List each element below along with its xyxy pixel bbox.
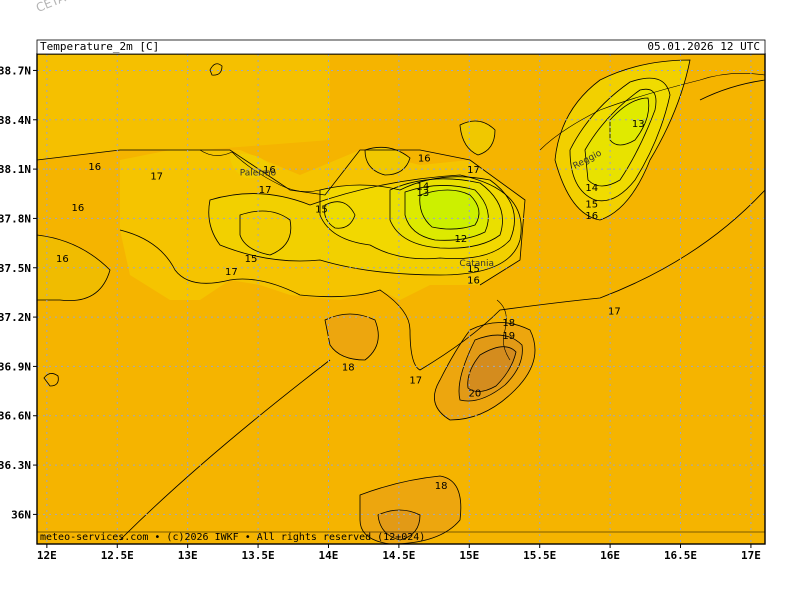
x-tick-label: 17E	[741, 549, 761, 562]
place-label: Palermo	[240, 169, 277, 179]
contour-label: 12	[454, 234, 467, 245]
contour-label: 15	[315, 205, 328, 216]
contour-label: 18	[502, 318, 515, 329]
y-tick-label: 36N	[11, 508, 31, 521]
contour-label: 15	[585, 200, 598, 211]
contour-label: 16	[71, 203, 84, 214]
contour-line	[419, 189, 480, 230]
contour-label: 16	[263, 165, 276, 176]
contour-label: 16	[467, 275, 480, 286]
contour-label: 15	[467, 264, 480, 275]
contour-label: 16	[585, 211, 598, 222]
x-tick-label: 13.5E	[242, 549, 275, 562]
contour-label: 16	[56, 254, 69, 265]
contour-line	[208, 174, 522, 276]
contour-label: 17	[150, 172, 163, 183]
x-tick-label: 15.5E	[523, 549, 556, 562]
contour-label: 16	[418, 154, 431, 165]
contour-label: 18	[342, 362, 355, 373]
warm-zone-16	[37, 54, 330, 160]
y-tick-label: 36.3N	[0, 459, 31, 472]
contour-label: 16	[88, 162, 101, 173]
zone-16-eolie	[460, 121, 495, 155]
zone-18-south	[325, 314, 379, 360]
contour-labels: 1617161616171515171614131712151613141516…	[56, 119, 645, 492]
contour-label: 17	[259, 185, 272, 196]
valid-time: 05.01.2026 12 UTC	[647, 40, 760, 53]
zone-15-islet	[324, 201, 355, 229]
contour-label: 13	[632, 119, 645, 130]
contour-label: 20	[469, 389, 482, 400]
coastline	[539, 73, 765, 151]
x-tick-label: 16.5E	[664, 549, 697, 562]
contour-label: 15	[245, 254, 258, 265]
contour-line	[43, 373, 59, 387]
zone-12-etna	[419, 190, 479, 230]
lat-lon-grid	[37, 54, 765, 544]
contour-line	[319, 176, 515, 260]
contour-line	[119, 359, 331, 541]
map-title: Temperature_2m [C]	[40, 40, 160, 53]
contour-label: 17	[467, 165, 480, 176]
contour-line	[433, 322, 536, 421]
x-tick-label: 15E	[459, 549, 479, 562]
contour-label: 17	[225, 267, 238, 278]
coastline	[496, 299, 511, 361]
zone-20	[467, 346, 516, 392]
zone-15-nw	[230, 153, 270, 179]
contour-line	[364, 146, 411, 176]
y-tick-label: 37.8N	[0, 212, 31, 225]
contour-line	[569, 77, 671, 202]
header-bar	[36, 39, 766, 55]
contour-line	[459, 120, 496, 156]
y-tick-label: 36.9N	[0, 360, 31, 373]
place-label: Catania	[459, 259, 494, 269]
x-tick-label: 12E	[37, 549, 57, 562]
x-tick-label: 13E	[178, 549, 198, 562]
x-axis: 12E 12.5E 13E 13.5E 14E 14.5E 15E 15.5E 16E 16.5E…	[37, 544, 761, 562]
y-tick-label: 38.7N	[0, 64, 31, 77]
zone-15-west	[240, 211, 291, 255]
contour-label: 14	[416, 182, 429, 193]
x-tick-label: 14E	[319, 549, 339, 562]
contour-line	[119, 189, 765, 371]
y-tick-label: 38.4N	[0, 114, 31, 127]
contour-label: 13	[416, 188, 429, 199]
contour-line	[699, 79, 765, 101]
calabria-cool-13	[610, 98, 649, 145]
copyright-footer: meteo-services.com • (c)2026 IWKF • All …	[40, 532, 426, 543]
contour-label: 17	[409, 376, 422, 387]
contour-line	[389, 178, 503, 249]
y-tick-label: 36.6N	[0, 410, 31, 423]
contour-line	[609, 97, 650, 146]
contour-line	[377, 509, 421, 541]
contour-line	[209, 63, 223, 76]
y-axis: 38.7N 38.4N 38.1N 37.8N 37.5N 37.2N 36.9N 36.6N…	[0, 64, 37, 521]
x-tick-label: 12.5E	[101, 549, 134, 562]
x-tick-label: 16E	[600, 549, 620, 562]
contour-line	[467, 346, 517, 392]
contour-line	[37, 149, 526, 286]
y-tick-label: 37.5N	[0, 262, 31, 275]
y-tick-label: 37.2N	[0, 311, 31, 324]
contour-line	[239, 210, 292, 256]
contour-line	[37, 234, 111, 302]
contour-label: 18	[435, 481, 448, 492]
contour-label: 17	[608, 307, 621, 318]
contour-line	[324, 313, 379, 361]
contour-line	[359, 475, 462, 544]
contour-label: 14	[585, 183, 598, 194]
y-tick-label: 38.1N	[0, 163, 31, 176]
zone-19-malta	[378, 510, 420, 540]
contour-line	[404, 185, 489, 241]
contour-line	[584, 88, 657, 187]
x-tick-label: 14.5E	[382, 549, 415, 562]
contour-label: 19	[502, 331, 515, 342]
contour-line	[458, 334, 523, 402]
